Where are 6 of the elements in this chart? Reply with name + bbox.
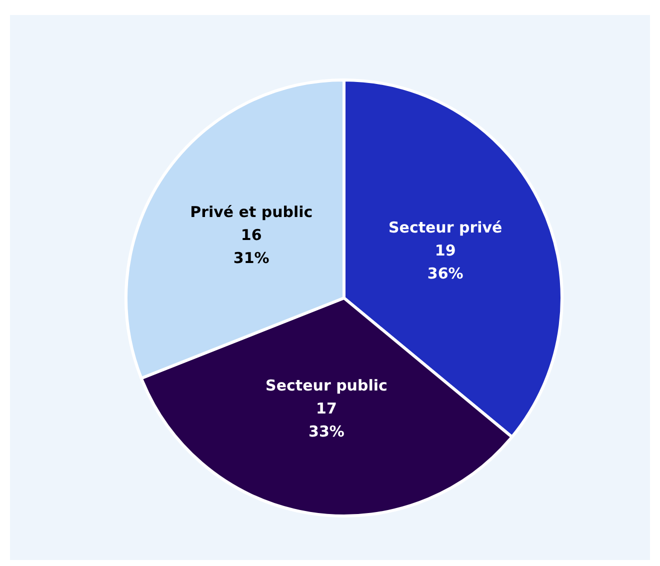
slice-label: Privé et public bbox=[190, 203, 313, 222]
slice-label: Secteur public bbox=[266, 376, 388, 395]
data-label: 16 31% bbox=[233, 226, 270, 268]
data-label: 19 36% bbox=[427, 241, 464, 282]
slice-label: Secteur privé bbox=[388, 218, 502, 236]
data-label: 17 33% bbox=[308, 400, 344, 441]
